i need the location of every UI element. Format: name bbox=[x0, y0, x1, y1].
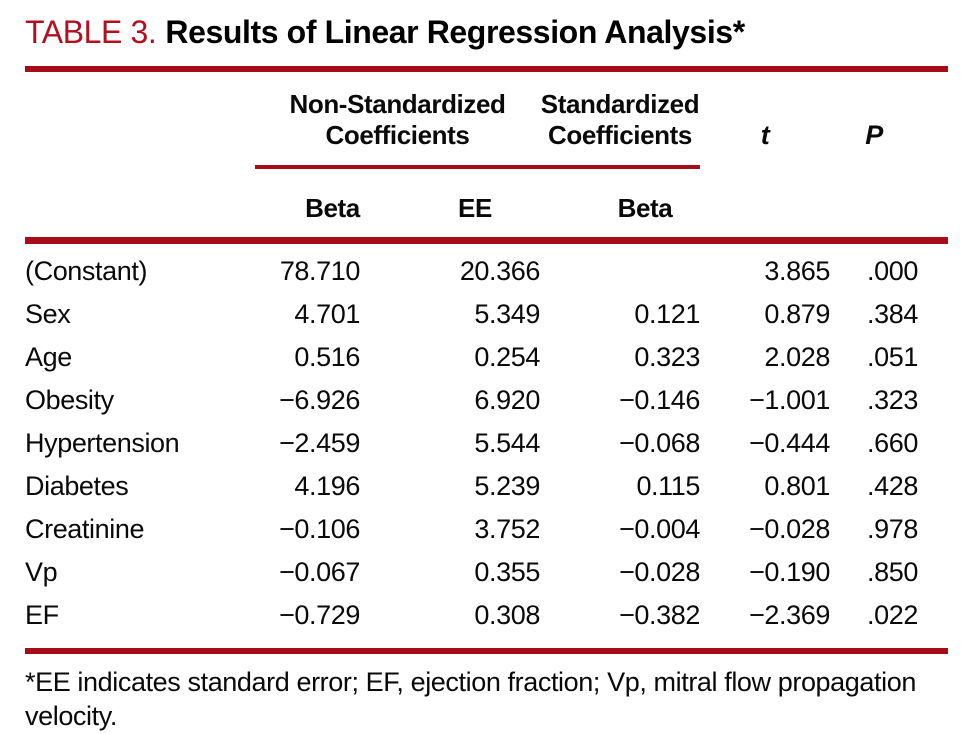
cell-t: −0.444 bbox=[749, 428, 830, 458]
row-label: Creatinine bbox=[25, 514, 145, 544]
table-title-text: Results of Linear Regression Analysis* bbox=[165, 14, 745, 50]
cell-beta-ns: −0.729 bbox=[255, 594, 360, 654]
column-header-beta-s: Beta bbox=[540, 167, 700, 244]
cell-ee: 0.254 bbox=[474, 342, 540, 372]
row-label: Vp bbox=[25, 557, 58, 587]
table-row: Diabetes 4.196 5.239 0.115 0.801 .428 bbox=[25, 465, 948, 508]
cell-beta-s: 0.121 bbox=[634, 299, 700, 329]
cell-ee: 0.355 bbox=[474, 557, 540, 587]
row-label: Age bbox=[25, 342, 72, 372]
cell-ee: 5.544 bbox=[474, 428, 540, 458]
cell-p: .323 bbox=[867, 385, 918, 415]
column-header-t: t bbox=[700, 72, 830, 244]
cell-beta-s: −0.382 bbox=[540, 594, 700, 654]
column-header-ee: EE bbox=[360, 167, 540, 244]
cell-p: .000 bbox=[867, 256, 918, 286]
cell-ee: 20.366 bbox=[459, 256, 541, 286]
cell-beta-ns: −0.067 bbox=[279, 557, 360, 587]
cell-beta-s bbox=[540, 241, 700, 294]
cell-p: .660 bbox=[867, 428, 918, 458]
group-header-line: Non-Standardized bbox=[289, 89, 506, 119]
sub-header-row: Beta EE Beta bbox=[25, 167, 948, 244]
cell-beta-s: −0.146 bbox=[619, 385, 700, 415]
cell-p: .051 bbox=[867, 342, 918, 372]
table-row: Age 0.516 0.254 0.323 2.028 .051 bbox=[25, 336, 948, 379]
regression-table: Non-Standardized Coefficients Standardiz… bbox=[25, 72, 948, 654]
cell-p: .384 bbox=[867, 299, 918, 329]
table-row: Hypertension −2.459 5.544 −0.068 −0.444 … bbox=[25, 422, 948, 465]
red-rule-top bbox=[25, 66, 948, 72]
cell-beta-s: −0.028 bbox=[619, 557, 700, 587]
cell-t: 0.801 bbox=[764, 471, 830, 501]
group-header-line: Coefficients bbox=[325, 120, 470, 150]
cell-beta-ns: −2.459 bbox=[279, 428, 360, 458]
group-header-line: Standardized bbox=[540, 89, 700, 119]
cell-beta-s: 0.115 bbox=[636, 471, 700, 501]
cell-p: .022 bbox=[830, 594, 948, 654]
corner-cell bbox=[25, 167, 255, 244]
cell-beta-s: −0.068 bbox=[619, 428, 700, 458]
cell-t: −2.369 bbox=[700, 594, 830, 654]
table-row: Creatinine −0.106 3.752 −0.004 −0.028 .9… bbox=[25, 508, 948, 551]
cell-p: .850 bbox=[867, 557, 918, 587]
cell-beta-ns: −0.106 bbox=[279, 514, 360, 544]
table-row: Sex 4.701 5.349 0.121 0.879 .384 bbox=[25, 293, 948, 336]
cell-t: 2.028 bbox=[764, 342, 830, 372]
column-header-p: P bbox=[830, 72, 948, 244]
cell-ee: 6.920 bbox=[474, 385, 540, 415]
table-row: EF −0.729 0.308 −0.382 −2.369 .022 bbox=[25, 594, 948, 654]
cell-p: .428 bbox=[867, 471, 918, 501]
cell-t: 0.879 bbox=[764, 299, 830, 329]
group-header-non-standardized: Non-Standardized Coefficients bbox=[255, 72, 540, 169]
cell-ee: 0.308 bbox=[360, 594, 540, 654]
table-row: (Constant) 78.710 20.366 3.865 .000 bbox=[25, 241, 948, 294]
cell-beta-ns: 4.701 bbox=[294, 299, 360, 329]
page-title: TABLE 3. Results of Linear Regression Ana… bbox=[25, 14, 948, 50]
table-row: Obesity −6.926 6.920 −0.146 −1.001 .323 bbox=[25, 379, 948, 422]
row-label: EF bbox=[25, 594, 255, 654]
table-footnote: *EE indicates standard error; EF, ejecti… bbox=[25, 667, 916, 731]
cell-beta-s: −0.004 bbox=[619, 514, 700, 544]
row-label: Obesity bbox=[25, 385, 114, 415]
cell-ee: 5.239 bbox=[474, 471, 540, 501]
row-label: (Constant) bbox=[25, 256, 148, 286]
cell-beta-ns: 0.516 bbox=[294, 342, 360, 372]
row-label: Diabetes bbox=[25, 471, 129, 501]
column-header-beta-ns: Beta bbox=[255, 167, 360, 244]
cell-ee: 5.349 bbox=[474, 299, 540, 329]
corner-cell bbox=[25, 72, 255, 167]
cell-t: 3.865 bbox=[764, 256, 830, 286]
group-header-row: Non-Standardized Coefficients Standardiz… bbox=[25, 72, 948, 244]
cell-ee: 3.752 bbox=[474, 514, 540, 544]
cell-p: .978 bbox=[867, 514, 918, 544]
cell-beta-ns: 4.196 bbox=[294, 471, 360, 501]
table-row: Vp −0.067 0.355 −0.028 −0.190 .850 bbox=[25, 551, 948, 594]
cell-t: −1.001 bbox=[749, 385, 830, 415]
cell-t: −0.028 bbox=[749, 514, 830, 544]
cell-beta-ns: −6.926 bbox=[279, 385, 360, 415]
group-header-line: Coefficients bbox=[547, 120, 692, 150]
cell-t: −0.190 bbox=[749, 557, 830, 587]
row-label: Sex bbox=[25, 299, 71, 329]
cell-beta-ns: 78.710 bbox=[279, 256, 361, 286]
row-label: Hypertension bbox=[25, 428, 180, 458]
cell-beta-s: 0.323 bbox=[634, 342, 700, 372]
group-header-standardized: Standardized Coefficients bbox=[540, 72, 700, 169]
table-number-label: TABLE 3. bbox=[25, 14, 157, 50]
